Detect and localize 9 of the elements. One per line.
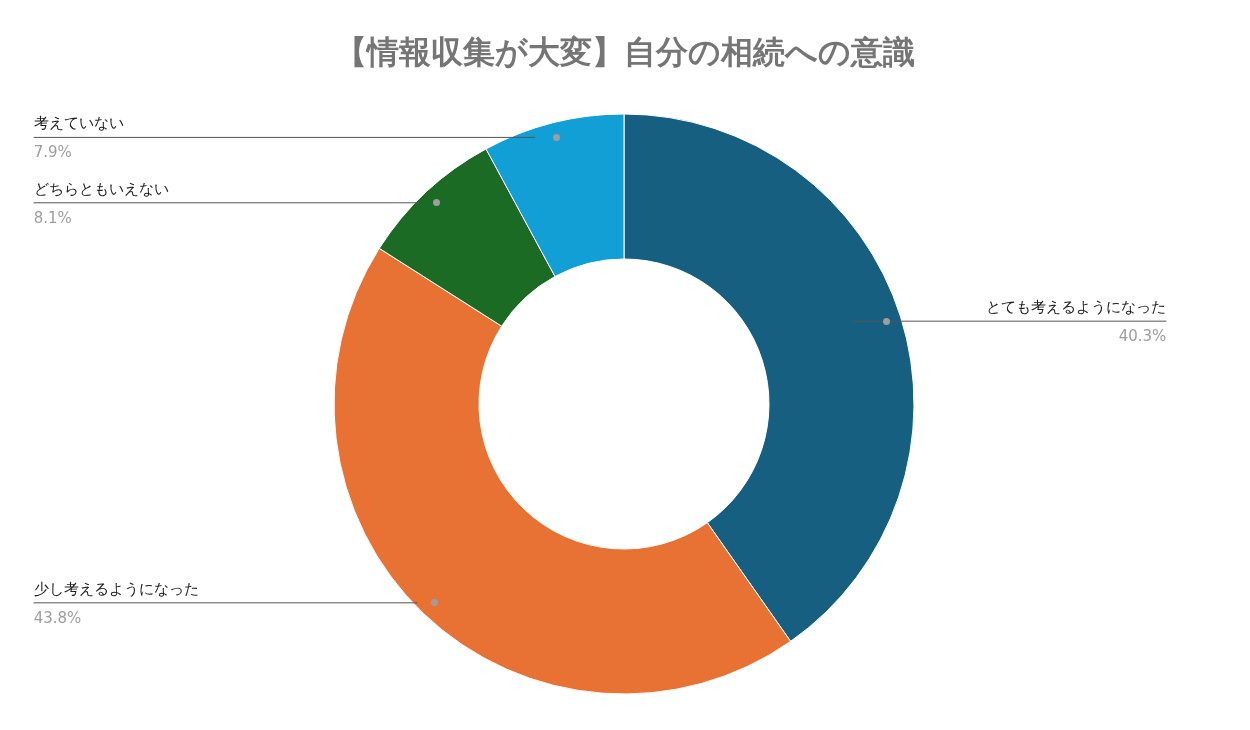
- data-label: 43.8%: [33, 608, 82, 627]
- data-label: 7.9%: [33, 143, 72, 162]
- data-label: 40.3%: [1118, 327, 1167, 346]
- slice-label: 少し考えるようになった: [33, 579, 199, 598]
- data-label: 8.1%: [33, 208, 72, 227]
- chart-title: 【情報収集が大変】自分の相続への意識: [335, 33, 915, 71]
- slice-label: とても考えるようになった: [986, 298, 1167, 317]
- slice-label: 考えていない: [33, 114, 124, 133]
- slice-label: どちらともいえない: [33, 179, 169, 198]
